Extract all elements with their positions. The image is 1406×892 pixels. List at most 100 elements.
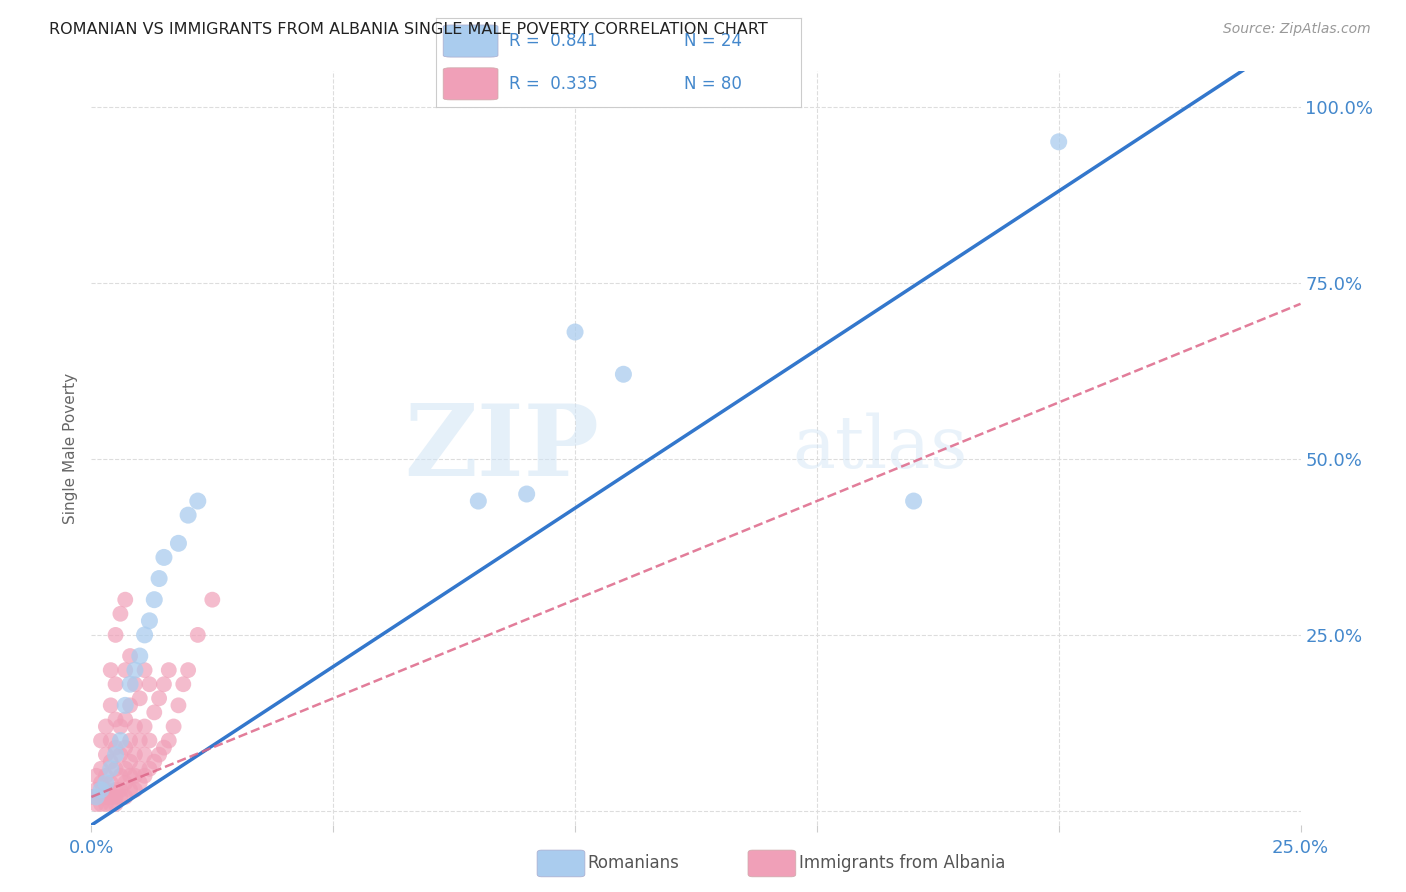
FancyBboxPatch shape	[443, 25, 498, 57]
Point	[110, 769, 132, 783]
Point	[84, 797, 107, 811]
Point	[134, 628, 156, 642]
Point	[114, 698, 136, 713]
Point	[148, 691, 170, 706]
Text: ZIP: ZIP	[405, 400, 599, 497]
Point	[114, 663, 136, 677]
Point	[84, 789, 107, 804]
Point	[94, 719, 117, 733]
Point	[187, 494, 209, 508]
Point	[104, 747, 127, 762]
Point	[162, 719, 184, 733]
Point	[80, 789, 103, 804]
Point	[134, 719, 156, 733]
Point	[100, 755, 122, 769]
Point	[467, 494, 489, 508]
Point	[94, 747, 117, 762]
Y-axis label: Single Male Poverty: Single Male Poverty	[63, 373, 79, 524]
Point	[94, 789, 117, 804]
Point	[104, 783, 127, 797]
Point	[148, 572, 170, 586]
Point	[84, 783, 107, 797]
Point	[120, 677, 142, 691]
Point	[177, 663, 200, 677]
FancyBboxPatch shape	[443, 68, 498, 100]
Point	[120, 769, 142, 783]
Point	[120, 783, 142, 797]
Point	[104, 677, 127, 691]
Point	[100, 797, 122, 811]
Point	[138, 733, 160, 747]
Text: Immigrants from Albania: Immigrants from Albania	[799, 855, 1005, 872]
Point	[153, 677, 176, 691]
Point	[134, 769, 156, 783]
Text: ROMANIAN VS IMMIGRANTS FROM ALBANIA SINGLE MALE POVERTY CORRELATION CHART: ROMANIAN VS IMMIGRANTS FROM ALBANIA SING…	[49, 22, 768, 37]
Point	[84, 789, 107, 804]
Point	[114, 762, 136, 776]
Point	[90, 762, 112, 776]
Point	[110, 607, 132, 621]
Point	[90, 783, 112, 797]
Point	[90, 776, 112, 790]
Point	[104, 713, 127, 727]
Point	[120, 648, 142, 663]
Point	[100, 698, 122, 713]
Point	[90, 733, 112, 747]
Point	[143, 592, 166, 607]
Text: R =  0.841: R = 0.841	[509, 32, 598, 50]
Point	[94, 769, 117, 783]
Point	[94, 776, 117, 790]
Point	[100, 762, 122, 776]
Point	[104, 762, 127, 776]
Point	[157, 733, 180, 747]
Point	[120, 733, 142, 747]
Text: Source: ZipAtlas.com: Source: ZipAtlas.com	[1223, 22, 1371, 37]
Point	[90, 797, 112, 811]
Point	[148, 747, 170, 762]
Point	[187, 628, 209, 642]
Point	[134, 747, 156, 762]
Point	[100, 663, 122, 677]
Point	[903, 494, 925, 508]
Point	[124, 747, 146, 762]
Point	[110, 789, 132, 804]
Point	[143, 755, 166, 769]
Point	[114, 789, 136, 804]
Point	[124, 769, 146, 783]
Point	[124, 719, 146, 733]
Point	[120, 698, 142, 713]
Point	[153, 740, 176, 755]
Point	[167, 698, 190, 713]
Point	[114, 592, 136, 607]
Point	[110, 733, 132, 747]
Point	[138, 614, 160, 628]
Text: atlas: atlas	[793, 413, 969, 483]
Point	[104, 797, 127, 811]
Point	[564, 325, 586, 339]
Text: Romanians: Romanians	[588, 855, 679, 872]
Point	[124, 663, 146, 677]
Point	[104, 789, 127, 804]
Text: N = 24: N = 24	[685, 32, 742, 50]
Point	[94, 797, 117, 811]
Point	[94, 783, 117, 797]
Point	[201, 592, 224, 607]
Point	[110, 747, 132, 762]
Point	[114, 713, 136, 727]
Point	[612, 368, 634, 382]
Point	[128, 648, 150, 663]
Text: N = 80: N = 80	[685, 75, 742, 93]
Point	[128, 691, 150, 706]
Point	[114, 776, 136, 790]
Point	[114, 740, 136, 755]
Point	[84, 769, 107, 783]
Point	[100, 776, 122, 790]
Point	[153, 550, 176, 565]
Point	[128, 776, 150, 790]
Point	[157, 663, 180, 677]
Point	[100, 789, 122, 804]
Point	[138, 762, 160, 776]
Point	[516, 487, 538, 501]
Text: R =  0.335: R = 0.335	[509, 75, 598, 93]
Point	[110, 719, 132, 733]
